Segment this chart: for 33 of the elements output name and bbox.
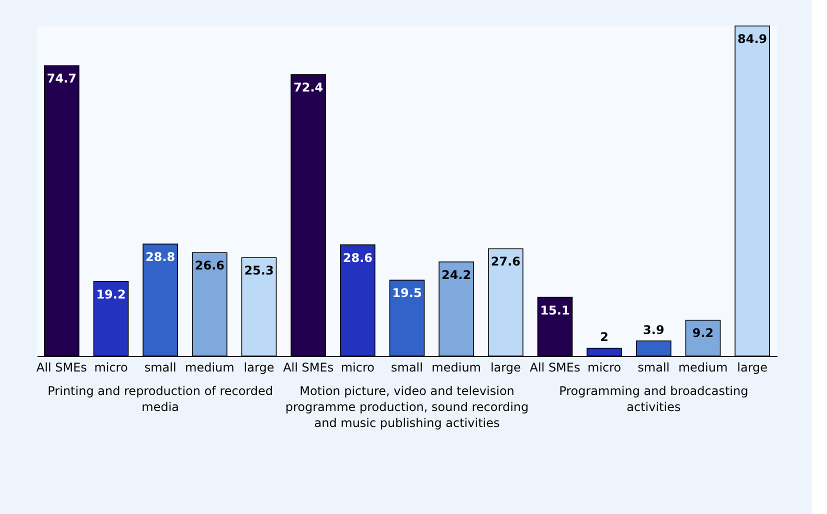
x-tick-label: Printing and reproduction of recorded media — [48, 384, 274, 414]
text: micro — [588, 360, 622, 374]
data-label: 19.2 — [96, 287, 126, 302]
data-label: 28.6 — [342, 250, 372, 265]
data-label: 72.4 — [294, 80, 324, 95]
data-label: 2 — [600, 330, 609, 344]
data-label: 84.9 — [738, 32, 768, 46]
series-label: micro — [94, 360, 128, 374]
data-label: 74.7 — [46, 72, 76, 86]
text: All SMEs — [530, 360, 580, 374]
data-label: 24.2 — [442, 268, 472, 282]
x-tick-label: Programming and broadcasting activities — [559, 384, 748, 414]
series-label: All SMEs — [36, 360, 87, 374]
text: micro — [340, 360, 374, 374]
data-label: 3.9 — [643, 322, 664, 337]
x-tick-label: Motion picture, video and television programme production, sound recording and music publishing activities — [285, 384, 529, 430]
data-label: 27.6 — [490, 254, 520, 269]
series-label: small — [144, 360, 176, 374]
series-label: large — [244, 360, 274, 374]
series-label: medium — [432, 360, 481, 374]
data-label: 15.1 — [540, 303, 570, 318]
text: large — [490, 360, 521, 374]
text: All SMEs — [283, 360, 334, 374]
data-label: 19.5 — [392, 286, 422, 300]
text: small — [391, 360, 423, 374]
data-label: 9.2 — [692, 326, 714, 340]
text: medium — [678, 360, 728, 374]
data-label: 26.6 — [194, 258, 224, 273]
text: large — [737, 360, 768, 374]
data-label: 28.8 — [146, 250, 176, 264]
data-label: 25.3 — [244, 264, 274, 278]
text: small — [638, 360, 670, 374]
text: medium — [185, 360, 234, 374]
